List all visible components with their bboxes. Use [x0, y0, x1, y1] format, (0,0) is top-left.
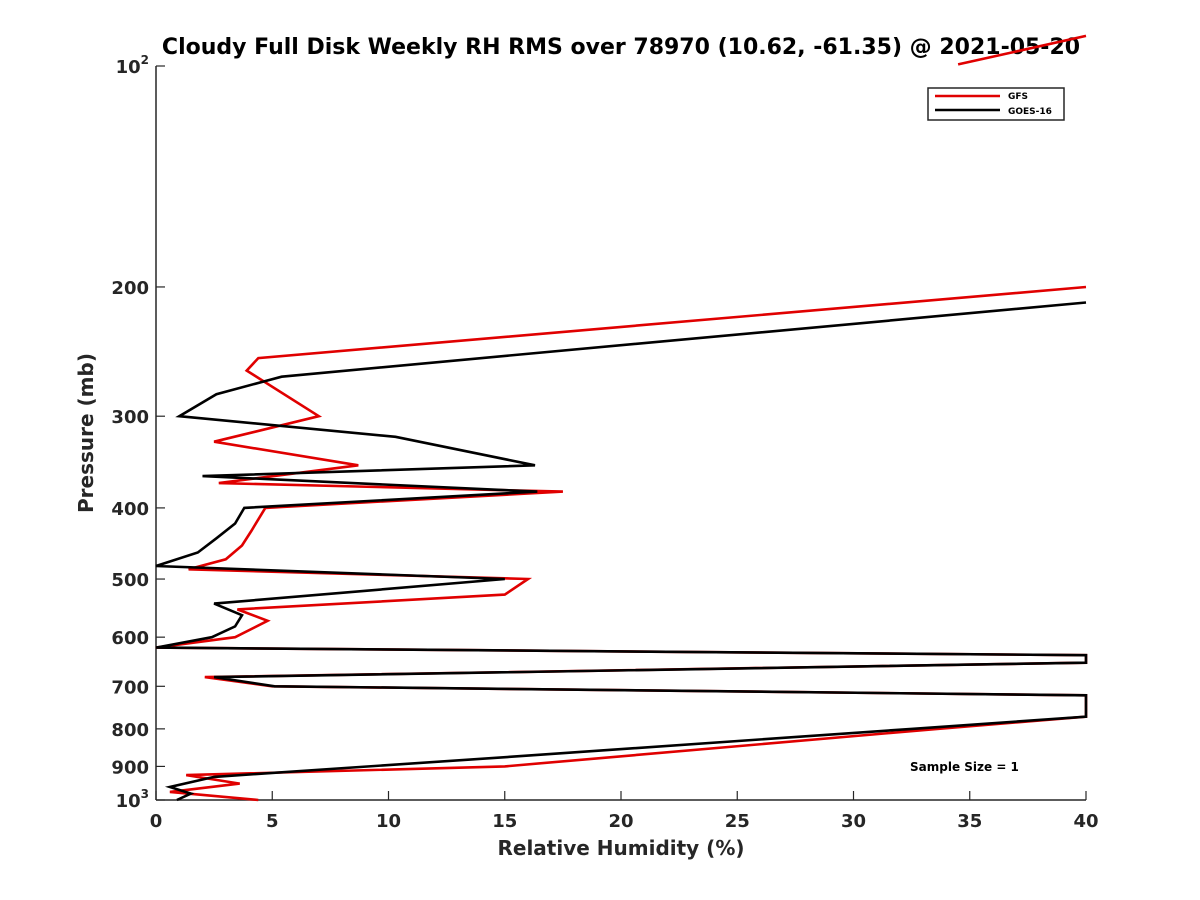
y-tick-exponent: 2 [141, 53, 149, 67]
x-tick-label: 20 [608, 811, 633, 832]
y-tick-base: 10 [116, 791, 141, 812]
y-tick-label: 900 [111, 757, 149, 778]
x-ticks: 0 5 10 15 20 25 30 35 40 [150, 791, 1099, 832]
y-tick-label: 500 [111, 570, 149, 591]
y-tick-label: 700 [111, 677, 149, 698]
y-tick-base: 700 [111, 677, 149, 698]
x-tick-label: 25 [725, 811, 750, 832]
y-tick-base: 500 [111, 570, 149, 591]
y-tick-base: 10 [116, 57, 141, 78]
series-line-gfs [155, 285, 1088, 802]
legend-label-gfs: GFS [1008, 92, 1028, 102]
y-tick-label: 200 [111, 278, 149, 299]
x-axis-label: Relative Humidity (%) [497, 836, 744, 860]
y-tick-exponent: 3 [141, 787, 149, 801]
legend: GFS GOES-16 [927, 87, 1065, 121]
series-line-gfs-upper-segment [957, 34, 1087, 66]
x-tick-label: 40 [1073, 811, 1098, 832]
y-tick-label: 300 [111, 407, 149, 428]
chart-title: Cloudy Full Disk Weekly RH RMS over 7897… [162, 35, 1080, 60]
y-tick-base: 200 [111, 278, 149, 299]
plot-area: 0 5 10 15 20 25 30 35 40 10220030040050060070080… [111, 34, 1099, 832]
y-tick-base: 300 [111, 407, 149, 428]
series-lines [155, 34, 1088, 802]
sample-size-annotation: Sample Size = 1 [910, 760, 1019, 774]
y-tick-base: 900 [111, 757, 149, 778]
y-tick-label: 600 [111, 628, 149, 649]
x-tick-label: 35 [957, 811, 982, 832]
x-tick-label: 30 [841, 811, 866, 832]
y-tick-base: 800 [111, 720, 149, 741]
y-axis-label: Pressure (mb) [74, 353, 98, 513]
x-tick-label: 5 [266, 811, 279, 832]
x-tick-label: 10 [376, 811, 401, 832]
x-tick-label: 15 [492, 811, 517, 832]
y-tick-base: 400 [111, 499, 149, 520]
y-tick-label: 400 [111, 499, 149, 520]
y-tick-label: 102 [116, 53, 149, 78]
y-tick-label: 103 [116, 787, 149, 812]
legend-label-goes16: GOES-16 [1008, 107, 1052, 117]
series-line-goes16 [155, 301, 1088, 802]
x-tick-label: 0 [150, 811, 163, 832]
y-tick-base: 600 [111, 628, 149, 649]
y-tick-label: 800 [111, 720, 149, 741]
